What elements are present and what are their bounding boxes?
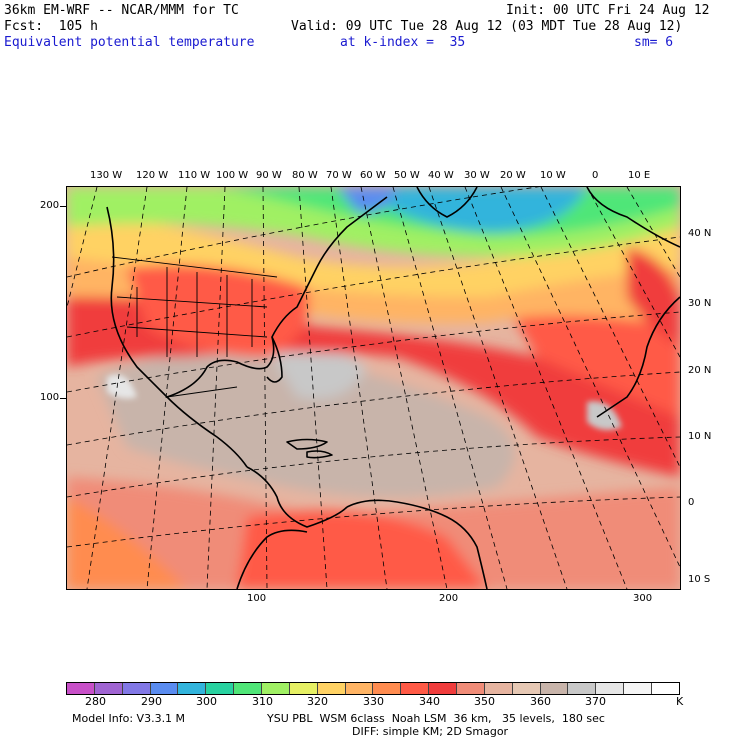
colorbar-label-280: 280 (85, 695, 106, 708)
lat-label-10n: 10 N (688, 431, 712, 442)
grid-label-x100: 100 (247, 593, 267, 604)
lat-line-40n (67, 187, 540, 278)
colorbar-swatch (289, 683, 318, 694)
field-atlantic-red (507, 304, 680, 417)
init-time: Init: 00 UTC Fri 24 Aug 12 (506, 3, 710, 18)
colorbar-swatch (540, 683, 569, 694)
grid-label-x300: 300 (633, 593, 653, 604)
graticule (67, 187, 680, 589)
lon-label-10e: 10 E (628, 170, 651, 181)
colorbar-swatch (373, 683, 402, 694)
colorbar-label-330: 330 (363, 695, 384, 708)
field-cyan-core (367, 187, 587, 232)
greenland-coast (416, 187, 478, 218)
lon-label-10w: 10 W (540, 170, 566, 181)
colorbar-swatch (150, 683, 179, 694)
colorbar-label-320: 320 (307, 695, 328, 708)
central-america-coast (246, 466, 348, 528)
europe-coast (586, 187, 680, 248)
borders (111, 256, 278, 398)
pacific-coast (106, 206, 248, 468)
k-index: at k-index = 35 (340, 35, 466, 50)
colorbar-label-310: 310 (252, 695, 273, 708)
lat-line-30n (67, 236, 680, 338)
lon-label-70w: 70 W (326, 170, 352, 181)
lat-label-20n: 20 N (688, 365, 712, 376)
colorbar-swatch (262, 683, 290, 694)
field-europe-red (627, 247, 680, 347)
field-africa-grey (587, 401, 622, 431)
physics-info: YSU PBL WSM 6class Noah LSM 36 km, 35 le… (267, 712, 605, 725)
lon-label-80w: 80 W (292, 170, 318, 181)
lon-label-50w: 50 W (394, 170, 420, 181)
colorbar-swatch (568, 683, 597, 694)
colorbar-swatch (67, 683, 95, 694)
field-blue-core (337, 187, 397, 213)
colorbar-label-360: 360 (530, 695, 551, 708)
colorbar (66, 682, 680, 695)
colorbar-swatch (122, 683, 151, 694)
lon-label-30w: 30 W (464, 170, 490, 181)
colorbar-swatch (345, 683, 374, 694)
field-tropical-grey (97, 350, 515, 497)
diffusion-info: DIFF: simple KM; 2D Smagor (352, 725, 509, 738)
model-title: 36km EM-WRF -- NCAR/MMM for TC (4, 3, 239, 18)
field-pacific-light (107, 374, 137, 399)
grid-label-x200: 200 (439, 593, 459, 604)
colorbar-swatch (457, 683, 485, 694)
lon-label-40w: 40 W (428, 170, 454, 181)
smoothing: sm= 6 (634, 35, 674, 50)
lon-label-120w: 120 W (136, 170, 169, 181)
colorbar-label-370: 370 (585, 695, 606, 708)
model-info: Model Info: V3.3.1 M (72, 712, 186, 725)
colorbar-swatch (596, 683, 625, 694)
colorbar-label-300: 300 (196, 695, 217, 708)
colorbar-swatch (178, 683, 207, 694)
equivalent-potential-temperature-map (67, 187, 680, 589)
colorbar-label-290: 290 (141, 695, 162, 708)
colorbar-label-350: 350 (474, 695, 495, 708)
forecast-hour: Fcst: 105 h (4, 19, 98, 34)
colorbar-swatch (234, 683, 263, 694)
colorbar-swatch (652, 683, 679, 694)
map-panel (66, 186, 681, 590)
lon-label-110w: 110 W (178, 170, 211, 181)
lat-label-30n: 30 N (688, 298, 712, 309)
africa-coast (596, 296, 680, 418)
lat-label-0: 0 (688, 497, 695, 508)
colorbar-swatch (512, 683, 541, 694)
lon-label-90w: 90 W (256, 170, 282, 181)
lon-label-20w: 20 W (500, 170, 526, 181)
valid-time: Valid: 09 UTC Tue 28 Aug 12 (03 MDT Tue … (291, 19, 683, 34)
lon-label-0: 0 (592, 170, 599, 181)
coastlines (106, 187, 680, 589)
colorbar-swatch (429, 683, 458, 694)
grid-label-y200: 200 (40, 200, 60, 211)
grid-label-y100: 100 (40, 392, 60, 403)
colorbar-swatch (206, 683, 235, 694)
colorbar-swatch (484, 683, 513, 694)
south-america-west (236, 529, 308, 589)
lon-label-130w: 130 W (90, 170, 123, 181)
field-caribbean-grey (267, 344, 367, 399)
colorbar-swatch (401, 683, 430, 694)
florida (266, 336, 283, 383)
colorbar-swatch (624, 683, 653, 694)
colorbar-swatch (317, 683, 346, 694)
field-south-america-warm (237, 510, 487, 589)
hispaniola (306, 450, 333, 459)
lon-label-100w: 100 W (216, 170, 249, 181)
cuba (286, 438, 328, 450)
lon-label-60w: 60 W (360, 170, 386, 181)
lat-label-40n: 40 N (688, 228, 712, 239)
colorbar-swatch (94, 683, 123, 694)
colorbar-unit: K (676, 695, 684, 708)
lat-label-10s: 10 S (688, 574, 711, 585)
south-america-coast (346, 499, 488, 589)
colorbar-label-340: 340 (419, 695, 440, 708)
field-name: Equivalent potential temperature (4, 35, 255, 50)
